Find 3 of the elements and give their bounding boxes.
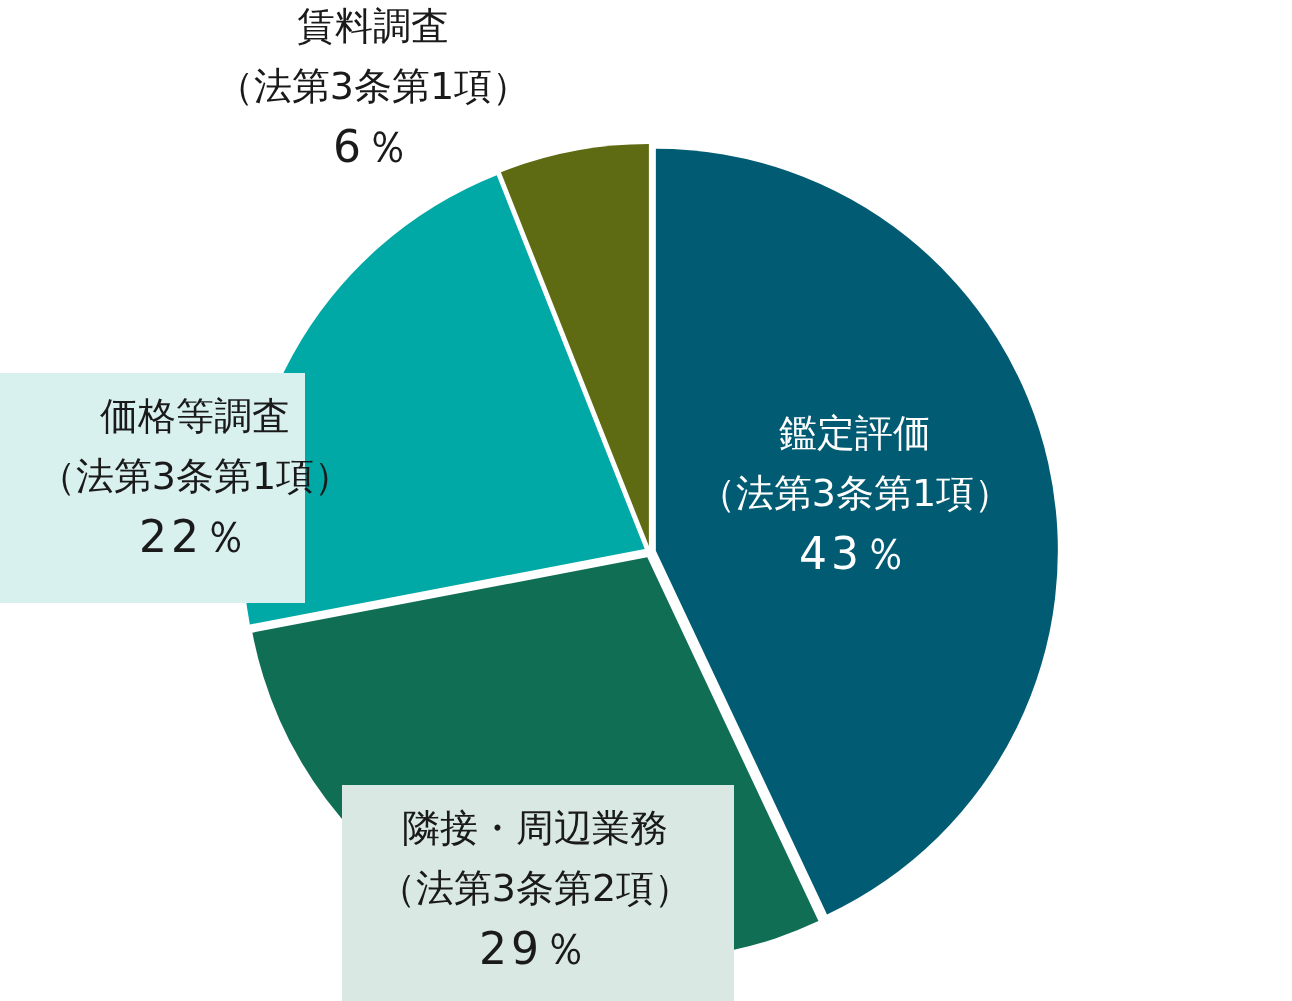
data-label: 29％ [479, 923, 591, 974]
data-label: 22％ [139, 511, 251, 562]
slice-label: 隣接・周辺業務（法第3条第2項） [377, 805, 693, 910]
